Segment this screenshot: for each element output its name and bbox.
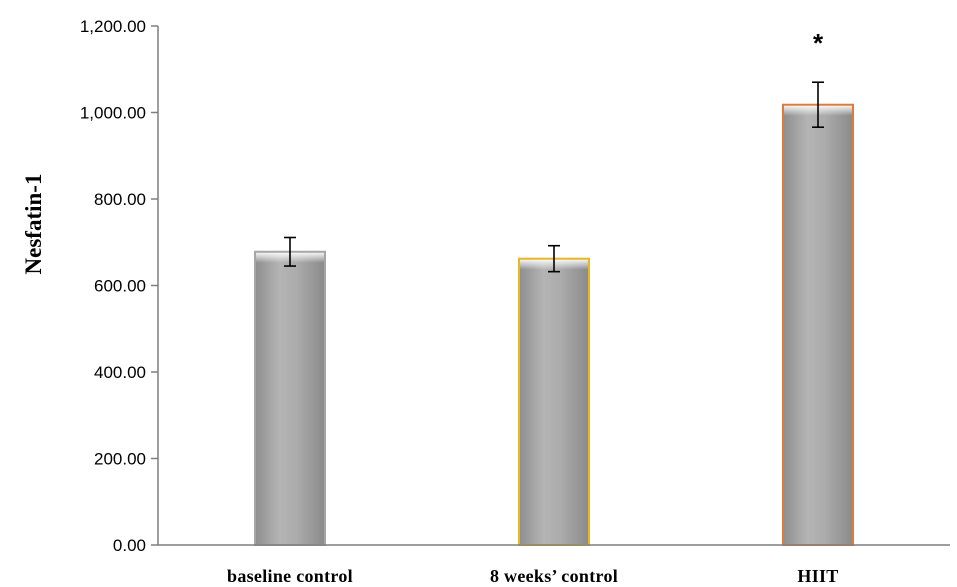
y-tick-label: 400.00 (94, 363, 146, 382)
bar (254, 250, 326, 546)
y-tick-label: 200.00 (94, 450, 146, 469)
x-category-label: baseline control (227, 566, 353, 586)
x-category-label: 8 weeks’ control (490, 566, 618, 586)
y-axis-ticks: 0.00 200.00 400.00 600.00 800.00 1,000.00 1,20… (80, 17, 158, 555)
bars (254, 103, 854, 546)
error-bar (548, 244, 560, 273)
y-tick-label: 0.00 (113, 536, 146, 555)
bar (782, 103, 854, 546)
y-tick-label: 600.00 (94, 277, 146, 296)
annotations: * (813, 28, 824, 58)
y-axis-title: Nesfatin-1 (21, 174, 46, 275)
y-tick-label: 800.00 (94, 190, 146, 209)
significance-marker: * (813, 28, 824, 58)
x-axis-categories: baseline control 8 weeks’ control HIIT (227, 566, 838, 586)
error-bar (812, 81, 824, 129)
bar (518, 257, 590, 546)
y-tick-label: 1,200.00 (80, 17, 146, 36)
error-bars (284, 81, 824, 273)
x-category-label: HIIT (797, 566, 838, 586)
y-tick-label: 1,000.00 (80, 104, 146, 123)
error-bar (284, 236, 296, 267)
y-axis-label: Nesfatin-1 (21, 174, 46, 275)
